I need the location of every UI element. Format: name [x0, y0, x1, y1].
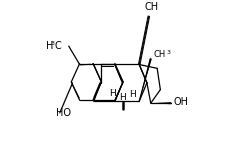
Text: H: H [46, 41, 54, 51]
Text: H: H [129, 90, 136, 99]
Text: 3: 3 [166, 50, 170, 55]
Polygon shape [151, 102, 171, 104]
Text: H: H [109, 89, 116, 98]
Text: ··: ·· [131, 88, 135, 93]
Polygon shape [139, 58, 152, 101]
Text: CH: CH [153, 50, 166, 59]
Text: OH: OH [173, 97, 188, 107]
Text: H: H [119, 93, 126, 102]
Text: HO: HO [56, 108, 71, 118]
Text: ··: ·· [110, 87, 114, 92]
Text: C: C [55, 41, 61, 51]
Text: 3: 3 [51, 41, 55, 46]
Text: CH: CH [145, 2, 159, 12]
